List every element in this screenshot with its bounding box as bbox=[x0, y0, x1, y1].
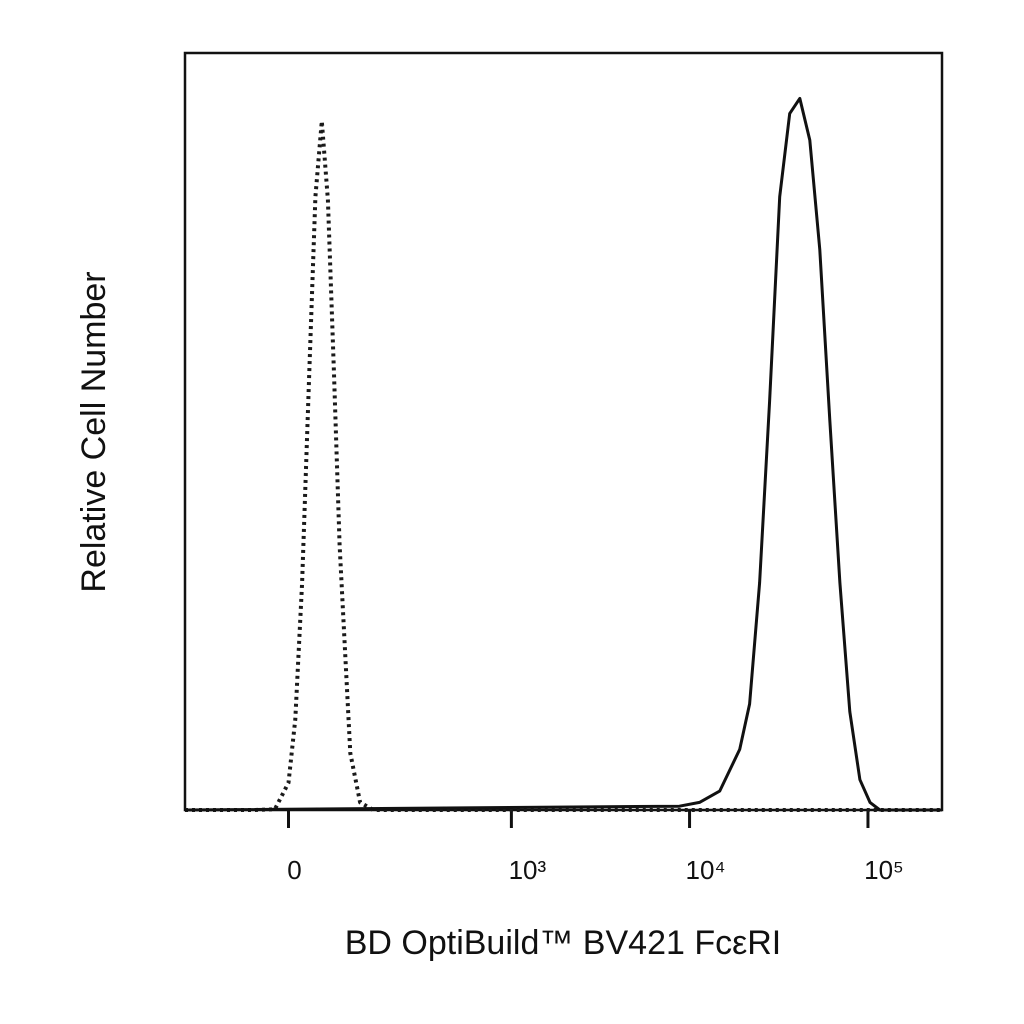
x-tick-label: 0 bbox=[287, 855, 301, 885]
histogram-line bbox=[185, 119, 942, 812]
histogram-line bbox=[184, 96, 942, 812]
x-axis-label: BD OptiBuild™ BV421 FcεRI bbox=[345, 924, 782, 962]
y-axis-label: Relative Cell Number bbox=[75, 271, 113, 592]
x-tick-label: 10⁵ bbox=[864, 855, 904, 885]
x-tick-label: 10³ bbox=[509, 855, 547, 885]
plot-frame bbox=[183, 51, 944, 812]
x-tick-label: 10⁴ bbox=[686, 855, 726, 885]
